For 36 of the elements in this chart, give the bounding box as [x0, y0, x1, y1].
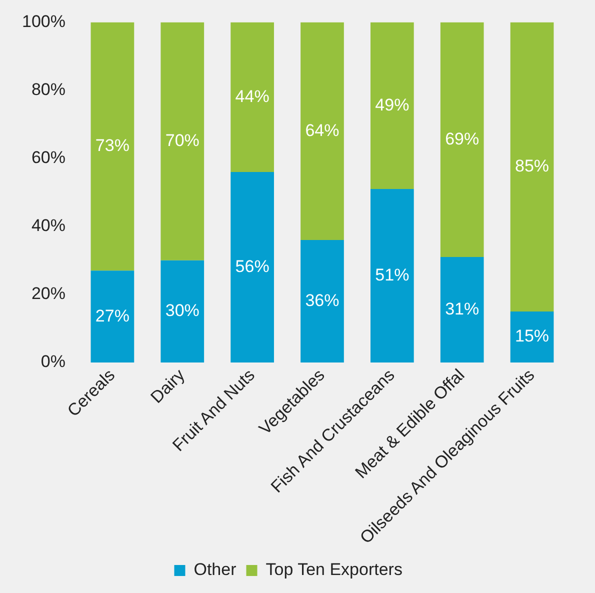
bar [440, 257, 484, 363]
data-label: 44% [235, 86, 270, 106]
y-tick-label: 40% [31, 216, 66, 236]
bar [230, 22, 274, 172]
data-label: 69% [445, 129, 480, 148]
data-label: 15% [515, 326, 550, 346]
y-tick-label: 80% [31, 80, 66, 99]
data-label: 70% [165, 131, 200, 150]
bar [300, 22, 344, 240]
data-label: 36% [305, 290, 340, 310]
y-tick-label: 100% [22, 12, 66, 31]
bar [370, 188, 414, 363]
bar [370, 22, 414, 189]
bar [90, 22, 134, 271]
data-label: 31% [445, 299, 480, 318]
data-label: 49% [375, 95, 410, 114]
bar [160, 22, 204, 260]
data-label: 64% [305, 120, 340, 140]
data-label: 30% [165, 301, 200, 320]
bar [510, 311, 554, 363]
legend-label: Other [194, 560, 237, 580]
bar [90, 270, 134, 363]
y-tick-label: 60% [31, 148, 66, 168]
bar [300, 240, 344, 363]
bar [160, 260, 204, 363]
data-label: 85% [515, 156, 550, 176]
data-label: 51% [375, 265, 410, 284]
y-tick-label: 0% [40, 352, 66, 372]
data-label: 73% [95, 136, 130, 156]
bar [230, 172, 274, 363]
legend-label: Top Ten Exporters [266, 560, 402, 580]
y-tick-label: 20% [31, 284, 66, 304]
bar [440, 22, 484, 258]
data-label: 56% [235, 256, 270, 276]
bar [510, 22, 554, 312]
data-label: 27% [95, 306, 130, 326]
